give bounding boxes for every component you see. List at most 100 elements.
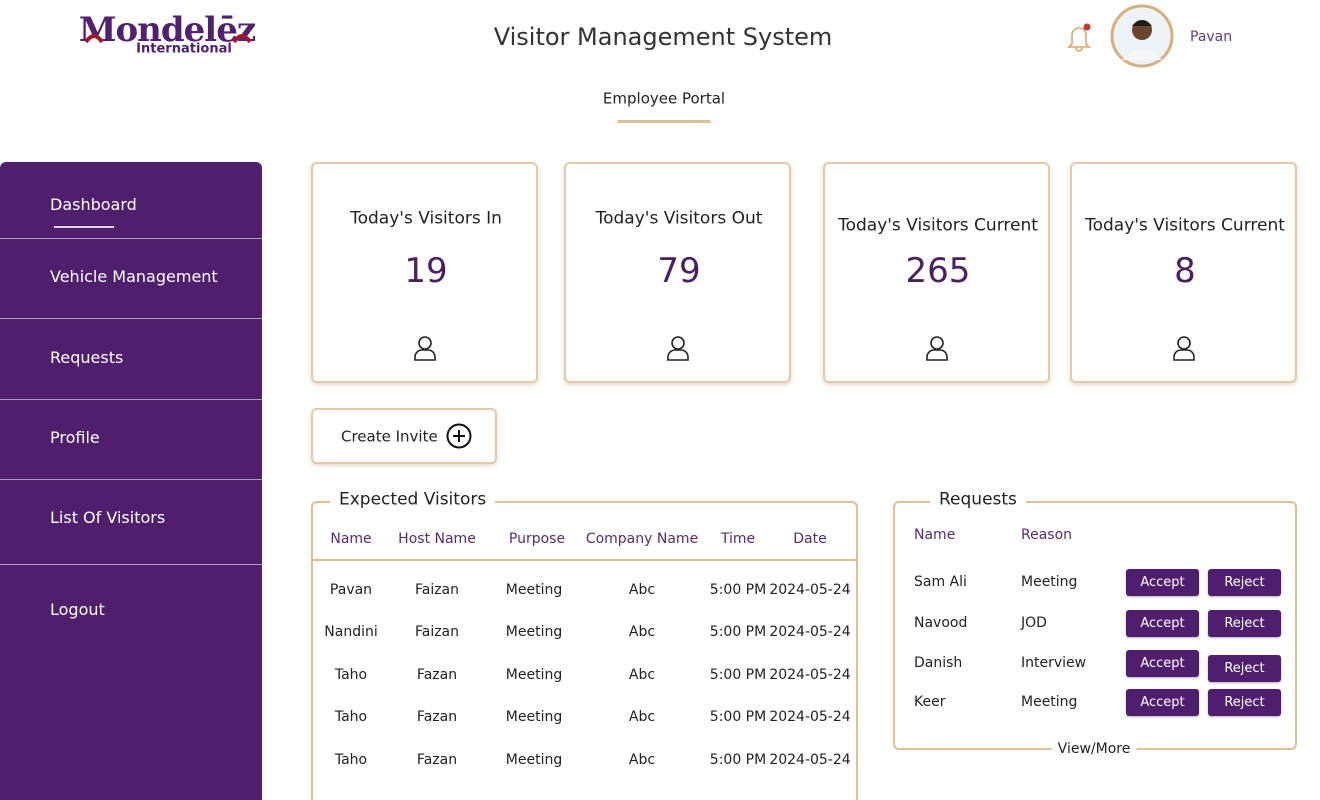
sidebar-separator	[0, 399, 262, 400]
create-invite-button[interactable]: Create Invite	[311, 408, 497, 464]
avatar[interactable]	[1110, 4, 1174, 68]
accept-button[interactable]: Accept	[1126, 689, 1199, 716]
table-cell: Meeting	[505, 667, 563, 683]
table-cell: 5:00 PM	[709, 582, 767, 598]
logo-swoosh	[84, 34, 252, 44]
request-cell: Meeting	[1021, 574, 1078, 590]
reject-button[interactable]: Reject	[1208, 610, 1281, 637]
logo-sub: International	[136, 41, 232, 57]
table-cell: 5:00 PM	[709, 667, 767, 683]
column-header: Company Name	[585, 531, 699, 547]
request-cell: Keer	[914, 694, 946, 710]
table-cell: 5:00 PM	[709, 709, 767, 725]
request-cell: Navood	[914, 615, 968, 631]
column-header: Time	[720, 531, 756, 547]
stat-value: 265	[905, 251, 971, 291]
table-cell: 5:00 PM	[709, 752, 767, 768]
table-cell: Abc	[628, 667, 656, 683]
stat-value: 19	[404, 251, 448, 291]
table-cell: 2024-05-24	[769, 667, 851, 683]
table-cell: Fazan	[416, 709, 458, 725]
column-header: Host Name	[398, 531, 476, 547]
sidebar-separator	[0, 318, 262, 319]
request-cell: Meeting	[1021, 694, 1078, 710]
table-cell: Taho	[334, 752, 368, 768]
create-invite-label: Create Invite	[341, 427, 438, 446]
sidebar-item[interactable]: Dashboard	[50, 195, 137, 214]
logo-main: Mondelēz	[78, 10, 256, 50]
stat-value: 79	[657, 251, 701, 291]
header-divider	[311, 559, 858, 561]
column-header: Name	[914, 527, 956, 543]
sidebar-item[interactable]: Profile	[50, 428, 100, 447]
table-cell: 2024-05-24	[769, 624, 851, 640]
table-cell: Meeting	[505, 624, 563, 640]
person-icon	[926, 336, 948, 361]
stat-label: Today's Visitors Current	[838, 215, 1038, 236]
app-title: Visitor Management System	[493, 23, 833, 51]
portal-tab[interactable]: Employee Portal	[602, 89, 726, 108]
reject-button[interactable]: Reject	[1208, 689, 1281, 716]
table-cell: 5:00 PM	[709, 624, 767, 640]
table-cell: Faizan	[414, 624, 460, 640]
table-cell: Abc	[628, 582, 656, 598]
table-cell: 2024-05-24	[769, 752, 851, 768]
table-cell: Pavan	[329, 582, 373, 598]
column-header: Reason	[1021, 527, 1073, 543]
notification-bell[interactable]	[1064, 20, 1094, 54]
request-cell: Sam Ali	[914, 574, 967, 590]
active-underline	[54, 226, 114, 228]
reject-button[interactable]: Reject	[1208, 569, 1281, 596]
expected-visitors-title: Expected Visitors	[330, 491, 496, 509]
sidebar-item[interactable]: Logout	[50, 600, 105, 619]
requests-title: Requests	[930, 491, 1026, 509]
expected-visitors-panel	[311, 501, 858, 800]
table-cell: Fazan	[416, 752, 458, 768]
table-cell: Taho	[334, 667, 368, 683]
plus-icon	[446, 423, 472, 449]
request-cell: Danish	[914, 655, 963, 671]
request-cell: Interview	[1021, 655, 1087, 671]
accept-button[interactable]: Accept	[1126, 650, 1199, 677]
sidebar-item[interactable]: List Of Visitors	[50, 508, 166, 527]
table-cell: Abc	[628, 752, 656, 768]
stat-card: Today's Visitors In 19	[311, 162, 538, 383]
accept-button[interactable]: Accept	[1126, 610, 1199, 637]
table-cell: Meeting	[505, 709, 563, 725]
sidebar-separator	[0, 564, 262, 565]
table-cell: Nandini	[324, 624, 378, 640]
reject-button[interactable]: Reject	[1208, 655, 1281, 682]
user-name[interactable]: Pavan	[1190, 29, 1233, 45]
view-more-link[interactable]: View/More	[1051, 742, 1137, 756]
person-icon	[667, 336, 689, 361]
portal-underline	[617, 120, 711, 123]
sidebar-item[interactable]: Vehicle Management	[50, 267, 218, 286]
stat-label: Today's Visitors Out	[595, 208, 763, 229]
sidebar-separator	[0, 479, 262, 480]
stat-card: Today's Visitors Current 265	[823, 162, 1050, 383]
table-cell: Meeting	[505, 582, 563, 598]
person-icon	[1173, 336, 1195, 361]
stat-value: 8	[1174, 251, 1196, 291]
column-header: Date	[793, 531, 827, 547]
stat-label: Today's Visitors In	[350, 208, 502, 229]
sidebar-item[interactable]: Requests	[50, 348, 124, 367]
stat-card: Today's Visitors Out 79	[564, 162, 791, 383]
stat-label: Today's Visitors Current	[1085, 215, 1285, 236]
table-cell: Abc	[628, 624, 656, 640]
table-cell: Meeting	[505, 752, 563, 768]
request-cell: JOD	[1021, 615, 1047, 631]
column-header: Purpose	[508, 531, 566, 547]
table-cell: 2024-05-24	[769, 709, 851, 725]
accept-button[interactable]: Accept	[1126, 569, 1199, 596]
table-cell: Abc	[628, 709, 656, 725]
table-cell: Fazan	[416, 667, 458, 683]
sidebar	[0, 162, 262, 800]
sidebar-separator	[0, 238, 262, 239]
table-cell: 2024-05-24	[769, 582, 851, 598]
table-cell: Taho	[334, 709, 368, 725]
column-header: Name	[330, 531, 372, 547]
table-cell: Faizan	[414, 582, 460, 598]
